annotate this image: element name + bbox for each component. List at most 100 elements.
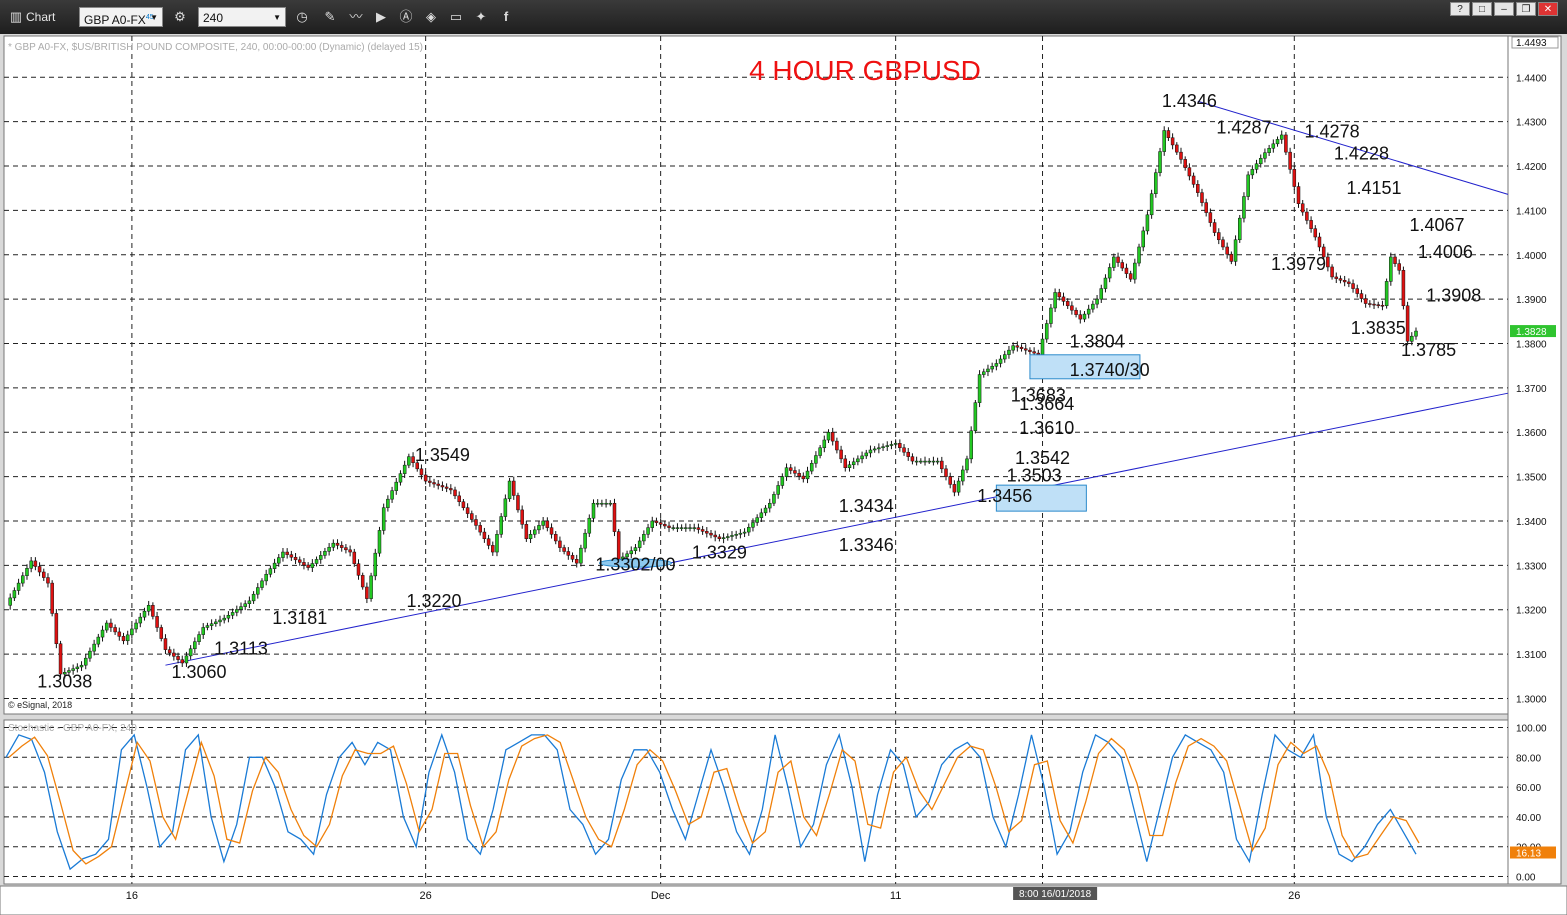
help-button[interactable]: ? [1450, 2, 1470, 16]
candle-body [373, 552, 378, 577]
candle-body [776, 485, 780, 495]
price-annotation: 1.3434 [839, 496, 894, 516]
candle-body [864, 452, 869, 457]
y-tick-label: 1.4400 [1516, 73, 1547, 84]
candle-body [264, 573, 268, 582]
tag-icon[interactable]: ◈ [426, 9, 436, 24]
candle-body [692, 527, 696, 529]
candle-body [117, 631, 122, 637]
candle-body [906, 451, 910, 457]
price-annotation: 1.3610 [1019, 418, 1074, 438]
candle-body [528, 534, 533, 539]
comment-icon[interactable]: ▭ [449, 9, 463, 24]
clock-icon[interactable]: ◷ [296, 9, 308, 24]
candle-body [717, 536, 722, 539]
menu-button[interactable]: □ [1472, 2, 1492, 16]
twitter-icon[interactable]: ✦ [475, 9, 487, 24]
facebook-icon[interactable]: f [503, 9, 509, 24]
candle-body [1263, 152, 1267, 159]
candle-body [432, 482, 436, 485]
candle-body [893, 443, 898, 445]
candle-body [226, 615, 231, 619]
candle-body [146, 605, 151, 612]
candle-body [398, 473, 403, 483]
candle-body [847, 464, 852, 468]
candle-body [612, 502, 617, 532]
candle-body [675, 527, 680, 529]
candle-body [910, 456, 915, 462]
candle-body [100, 629, 105, 638]
x-tick-label: 16 [126, 890, 138, 902]
chevron-down-icon[interactable]: ▼ [150, 13, 158, 22]
candle-body [940, 460, 944, 470]
candle-body [1204, 202, 1208, 213]
stochastic-value-box [1510, 846, 1556, 859]
line-tool-icon[interactable]: 〰 [349, 9, 363, 24]
price-annotation: 1.4228 [1334, 144, 1389, 164]
candle-body [935, 460, 940, 463]
price-annotation: 1.4278 [1305, 121, 1360, 141]
candle-body [121, 636, 126, 642]
candle-body [214, 621, 218, 624]
x-tick-label: 26 [420, 890, 432, 902]
candle-body [1015, 345, 1020, 348]
play-icon[interactable]: ▶ [376, 9, 386, 24]
candle-body [952, 484, 957, 493]
candle-body [348, 549, 352, 553]
pencil-icon[interactable]: ✎ [324, 9, 336, 24]
candle-body [1368, 303, 1372, 305]
candle-body [46, 577, 50, 584]
candle-body [205, 625, 210, 628]
close-button[interactable]: ✕ [1538, 2, 1558, 16]
candle-body [1196, 184, 1200, 193]
candle-body [272, 562, 277, 569]
candle-body [1191, 175, 1196, 185]
candle-body [1359, 293, 1364, 299]
candle-body [898, 443, 902, 449]
y-tick-label: 1.4100 [1516, 206, 1547, 217]
candle-body [491, 545, 495, 553]
candle-body [919, 460, 923, 463]
chevron-down-icon[interactable]: ▼ [273, 13, 281, 22]
candle-body [155, 616, 159, 628]
candle-body [365, 586, 369, 599]
candle-body [1309, 220, 1313, 229]
candle-body [1288, 151, 1292, 170]
candle-body [180, 659, 184, 664]
candle-body [684, 527, 688, 529]
alert-icon[interactable]: Ⓐ [399, 9, 413, 24]
y-tick-label: 1.4000 [1516, 251, 1547, 262]
candle-body [474, 519, 478, 526]
candle-body [197, 634, 201, 642]
candle-body [1128, 273, 1133, 280]
candle-body [71, 668, 75, 671]
candle-body [524, 524, 529, 539]
candle-body [344, 547, 348, 551]
level-box [1029, 354, 1141, 380]
candle-body [176, 656, 180, 660]
restore-button[interactable]: ❐ [1516, 2, 1536, 16]
candle-body [285, 551, 289, 555]
interval-input[interactable]: 240 ▼ [198, 7, 286, 27]
candle-body [667, 525, 671, 528]
candle-body [310, 563, 315, 568]
candle-body [633, 547, 638, 551]
candle-body [1141, 230, 1145, 248]
candle-body [1149, 193, 1154, 216]
symbol-input[interactable]: GBP A0-FX45 ▼ [79, 7, 163, 27]
candle-body [881, 446, 885, 449]
candle-body [1007, 349, 1011, 355]
x-tick-label: Dec [651, 890, 671, 902]
candle-body [835, 440, 839, 451]
y-tick-label: 1.4300 [1516, 118, 1547, 129]
settings-icon[interactable]: ⚙ [174, 9, 186, 24]
candle-body [67, 670, 71, 673]
candle-body [138, 616, 143, 624]
minimize-button[interactable]: – [1494, 2, 1514, 16]
candle-body [302, 562, 306, 566]
candle-body [797, 473, 801, 477]
y-tick-label: 1.4200 [1516, 162, 1547, 173]
candle-body [1393, 256, 1397, 264]
candle-body [356, 563, 361, 576]
candle-body [260, 580, 264, 588]
